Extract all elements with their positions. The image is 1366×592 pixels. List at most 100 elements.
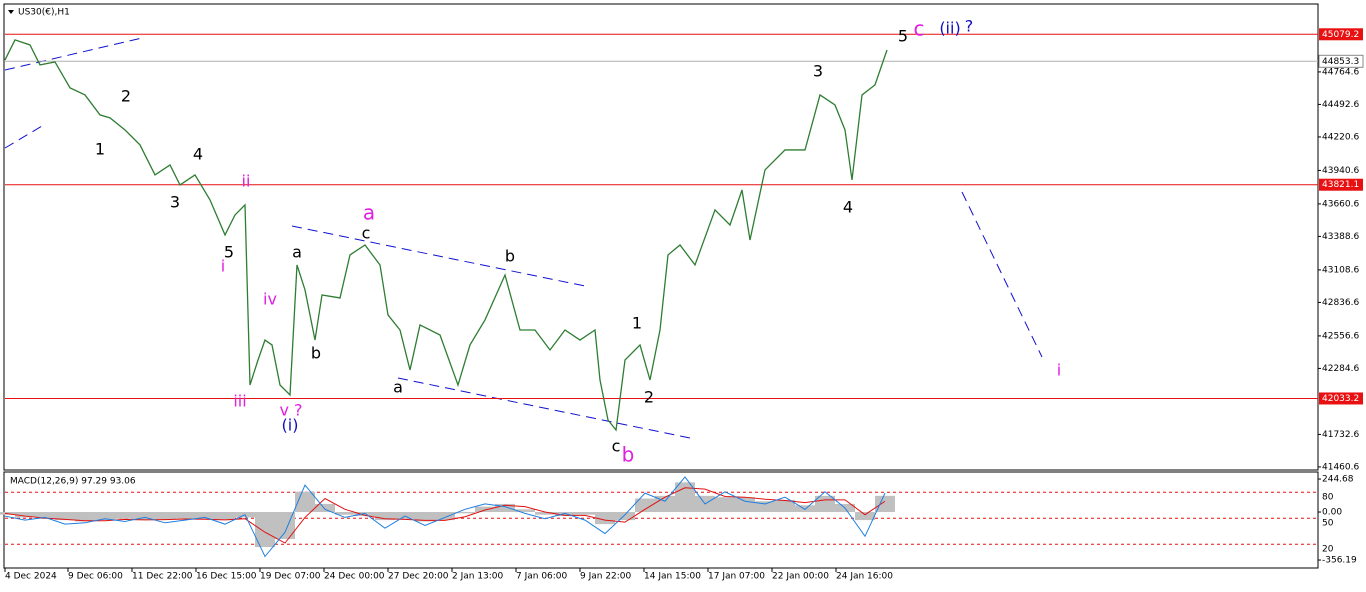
macd-bar <box>35 512 55 519</box>
macd-bar <box>355 512 375 517</box>
wave-label: b <box>622 443 635 467</box>
y-tick-label: 44764.6 <box>1322 67 1359 77</box>
wave-label: a <box>363 201 375 225</box>
macd-bar <box>395 512 415 519</box>
macd-line <box>4 476 886 558</box>
wave-label: b <box>311 344 321 363</box>
y2-tick-label: 80 <box>1322 493 1334 503</box>
wave-label: 2 <box>121 87 131 106</box>
macd-bar <box>755 501 775 513</box>
y-tick-label: 41460.6 <box>1322 462 1359 472</box>
wave-label: i <box>221 257 225 276</box>
y-tick-label: 42284.6 <box>1322 364 1359 374</box>
macd-bar <box>495 503 515 513</box>
wave-label: iii <box>233 392 246 411</box>
y-tick-label: 44220.6 <box>1322 132 1359 142</box>
x-tick-label: 4 Dec 2024 <box>5 572 57 582</box>
x-tick-label: 27 Dec 20:00 <box>388 572 449 582</box>
wave-label: 3 <box>170 193 180 212</box>
wave-label: ? <box>965 17 974 36</box>
macd-bar <box>75 512 95 522</box>
x-tick-label: 11 Dec 22:00 <box>132 572 193 582</box>
macd-bar <box>315 503 335 513</box>
level-label: 45079.2 <box>1322 30 1359 40</box>
wave-label: 1 <box>632 314 642 333</box>
price-line-series <box>4 39 888 432</box>
price-label: 44853.3 <box>1322 57 1359 67</box>
x-tick-label: 16 Dec 15:00 <box>196 572 257 582</box>
trendline <box>961 191 1043 358</box>
level-label-box <box>1319 28 1363 41</box>
macd-bar <box>175 512 195 519</box>
macd-bar <box>115 512 135 519</box>
y-tick-label: 43388.6 <box>1322 232 1359 242</box>
trendline <box>4 125 43 149</box>
wave-label: a <box>393 378 403 397</box>
y2-tick-label: 20 <box>1322 545 1334 555</box>
macd-bar <box>715 497 735 513</box>
macd-bar <box>615 512 635 521</box>
macd-bar <box>215 512 235 521</box>
macd-bar <box>275 512 295 539</box>
macd-bar <box>775 499 795 513</box>
macd-bar <box>475 506 495 513</box>
x-tick-label: 7 Jan 06:00 <box>516 572 568 582</box>
y-tick-label: 244.68 <box>1322 475 1354 485</box>
price-label-box <box>1318 54 1364 68</box>
wave-label: c <box>914 17 925 41</box>
macd-bar <box>575 512 595 515</box>
menu-arrow <box>8 10 14 14</box>
macd-bar <box>375 512 395 521</box>
trendline <box>4 37 143 71</box>
macd-bar <box>15 512 35 518</box>
macd-bar <box>415 512 435 522</box>
macd-bar <box>155 512 175 520</box>
y-tick-label: 43108.6 <box>1322 265 1359 275</box>
y-tick-label: 0.00 <box>1322 508 1342 518</box>
wave-label: c <box>362 224 371 243</box>
macd-bar <box>455 512 475 514</box>
y-tick-label: 43940.6 <box>1322 166 1359 176</box>
wave-label: b <box>505 247 515 266</box>
wave-label: 3 <box>813 62 823 81</box>
wave-label: c <box>612 437 621 456</box>
macd-bar <box>515 509 535 513</box>
y-tick-label: 41732.6 <box>1322 430 1359 440</box>
trendlines <box>4 37 1043 439</box>
y-tick-label: 43660.6 <box>1322 199 1359 209</box>
level-label: 43821.1 <box>1322 180 1359 190</box>
x-tick-label: 2 Jan 13:00 <box>452 572 504 582</box>
macd-bar <box>55 512 75 521</box>
x-tick-label: 9 Dec 06:00 <box>68 572 123 582</box>
macd-bar <box>535 512 555 515</box>
x-tick-label: 24 Jan 16:00 <box>836 572 893 582</box>
wave-label: 4 <box>193 145 203 164</box>
wave-label: v ? <box>279 401 302 420</box>
level-label-box <box>1319 178 1363 191</box>
wave-label: 5 <box>224 243 234 262</box>
main-pane <box>3 3 1319 471</box>
wave-label: (ii) <box>939 19 960 38</box>
macd-pane <box>3 471 1319 569</box>
x-tick-label: 9 Jan 22:00 <box>580 572 632 582</box>
chart-title: US30(€),H1 <box>18 8 70 18</box>
wave-label: a <box>292 243 302 262</box>
macd-bar <box>335 512 355 515</box>
level-label-box <box>1319 392 1363 405</box>
x-tick-label: 19 Dec 07:00 <box>260 572 321 582</box>
macd-line <box>4 487 886 544</box>
y-tick-label: 44492.6 <box>1322 100 1359 110</box>
wave-label: 4 <box>843 198 853 217</box>
wave-label: 1 <box>95 140 105 159</box>
macd-bar <box>255 512 275 548</box>
x-tick-label: 24 Dec 00:00 <box>324 572 385 582</box>
trendline <box>291 225 586 287</box>
y-tick-label: -356.19 <box>1322 556 1357 566</box>
x-tick-label: 22 Jan 00:00 <box>772 572 829 582</box>
macd-bar <box>555 512 575 517</box>
trendline <box>397 377 691 439</box>
macd-bar <box>95 512 115 521</box>
wave-label: 5 <box>898 27 908 46</box>
